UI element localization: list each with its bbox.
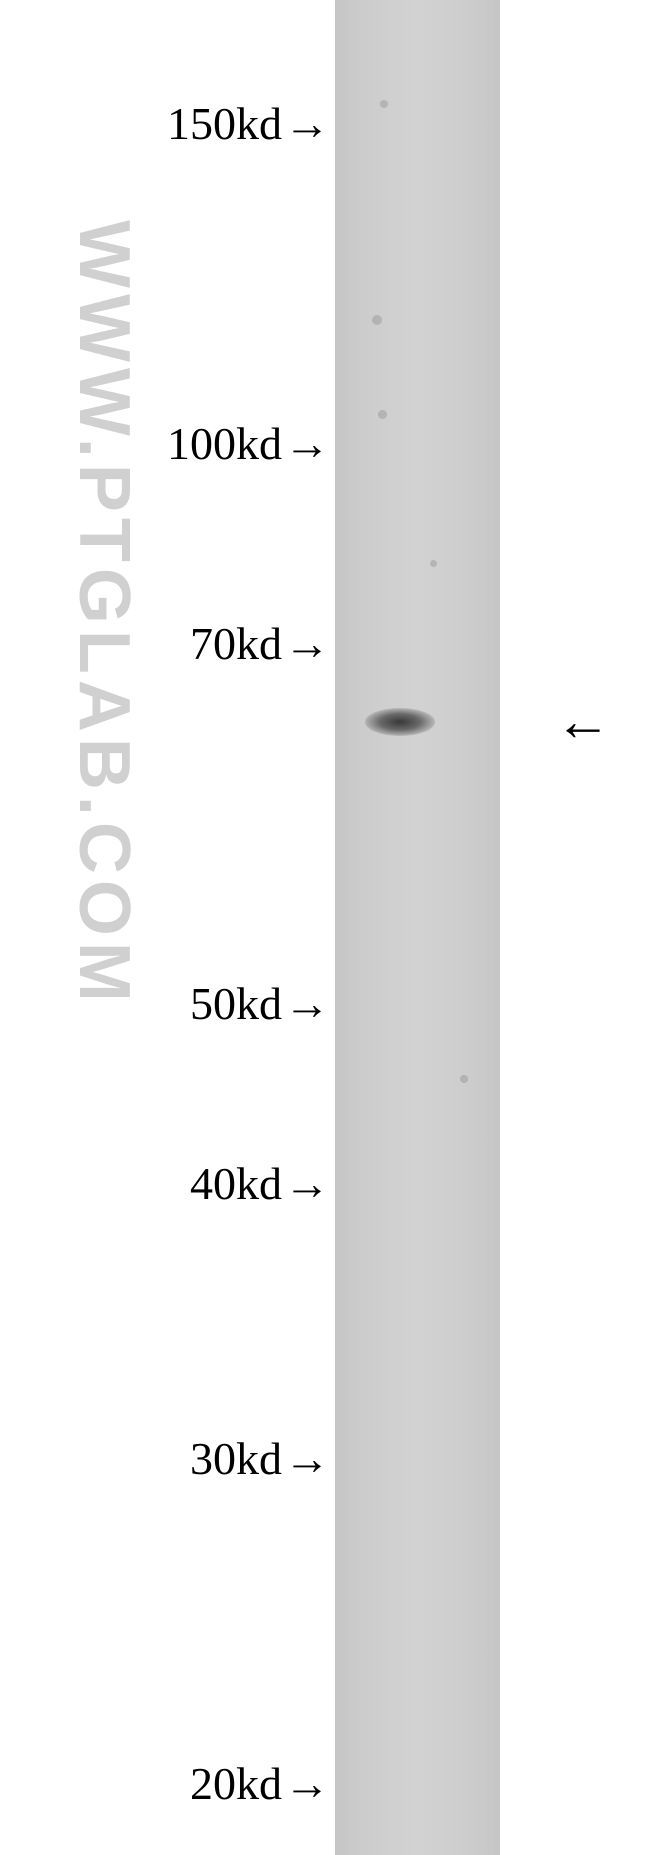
noise-speck bbox=[460, 1075, 468, 1083]
marker-text: 30kd bbox=[190, 1433, 282, 1484]
blot-lane bbox=[335, 0, 500, 1855]
marker-text: 50kd bbox=[190, 978, 282, 1029]
arrow-right-icon: → bbox=[284, 617, 330, 670]
marker-text: 40kd bbox=[190, 1158, 282, 1209]
result-arrow-icon: ← bbox=[555, 690, 611, 754]
marker-text: 20kd bbox=[190, 1758, 282, 1809]
marker-label: 70kd→ bbox=[190, 617, 330, 670]
arrow-right-icon: → bbox=[284, 97, 330, 150]
marker-label: 20kd→ bbox=[190, 1757, 330, 1810]
marker-label: 100kd→ bbox=[167, 417, 330, 470]
marker-label: 30kd→ bbox=[190, 1432, 330, 1485]
arrow-right-icon: → bbox=[284, 417, 330, 470]
marker-text: 150kd bbox=[167, 98, 282, 149]
arrow-right-icon: → bbox=[284, 1757, 330, 1810]
marker-label: 50kd→ bbox=[190, 977, 330, 1030]
marker-text: 100kd bbox=[167, 418, 282, 469]
arrow-right-icon: → bbox=[284, 977, 330, 1030]
noise-speck bbox=[372, 315, 382, 325]
arrow-right-icon: → bbox=[284, 1157, 330, 1210]
noise-speck bbox=[378, 410, 387, 419]
arrow-right-icon: → bbox=[284, 1432, 330, 1485]
noise-speck bbox=[380, 100, 388, 108]
noise-speck bbox=[430, 560, 437, 567]
marker-label: 40kd→ bbox=[190, 1157, 330, 1210]
western-blot-figure: WWW.PTGLAB.COM 150kd→100kd→70kd→50kd→40k… bbox=[0, 0, 650, 1855]
watermark-text: WWW.PTGLAB.COM bbox=[63, 220, 145, 1008]
protein-band bbox=[365, 708, 435, 736]
marker-text: 70kd bbox=[190, 618, 282, 669]
marker-label: 150kd→ bbox=[167, 97, 330, 150]
